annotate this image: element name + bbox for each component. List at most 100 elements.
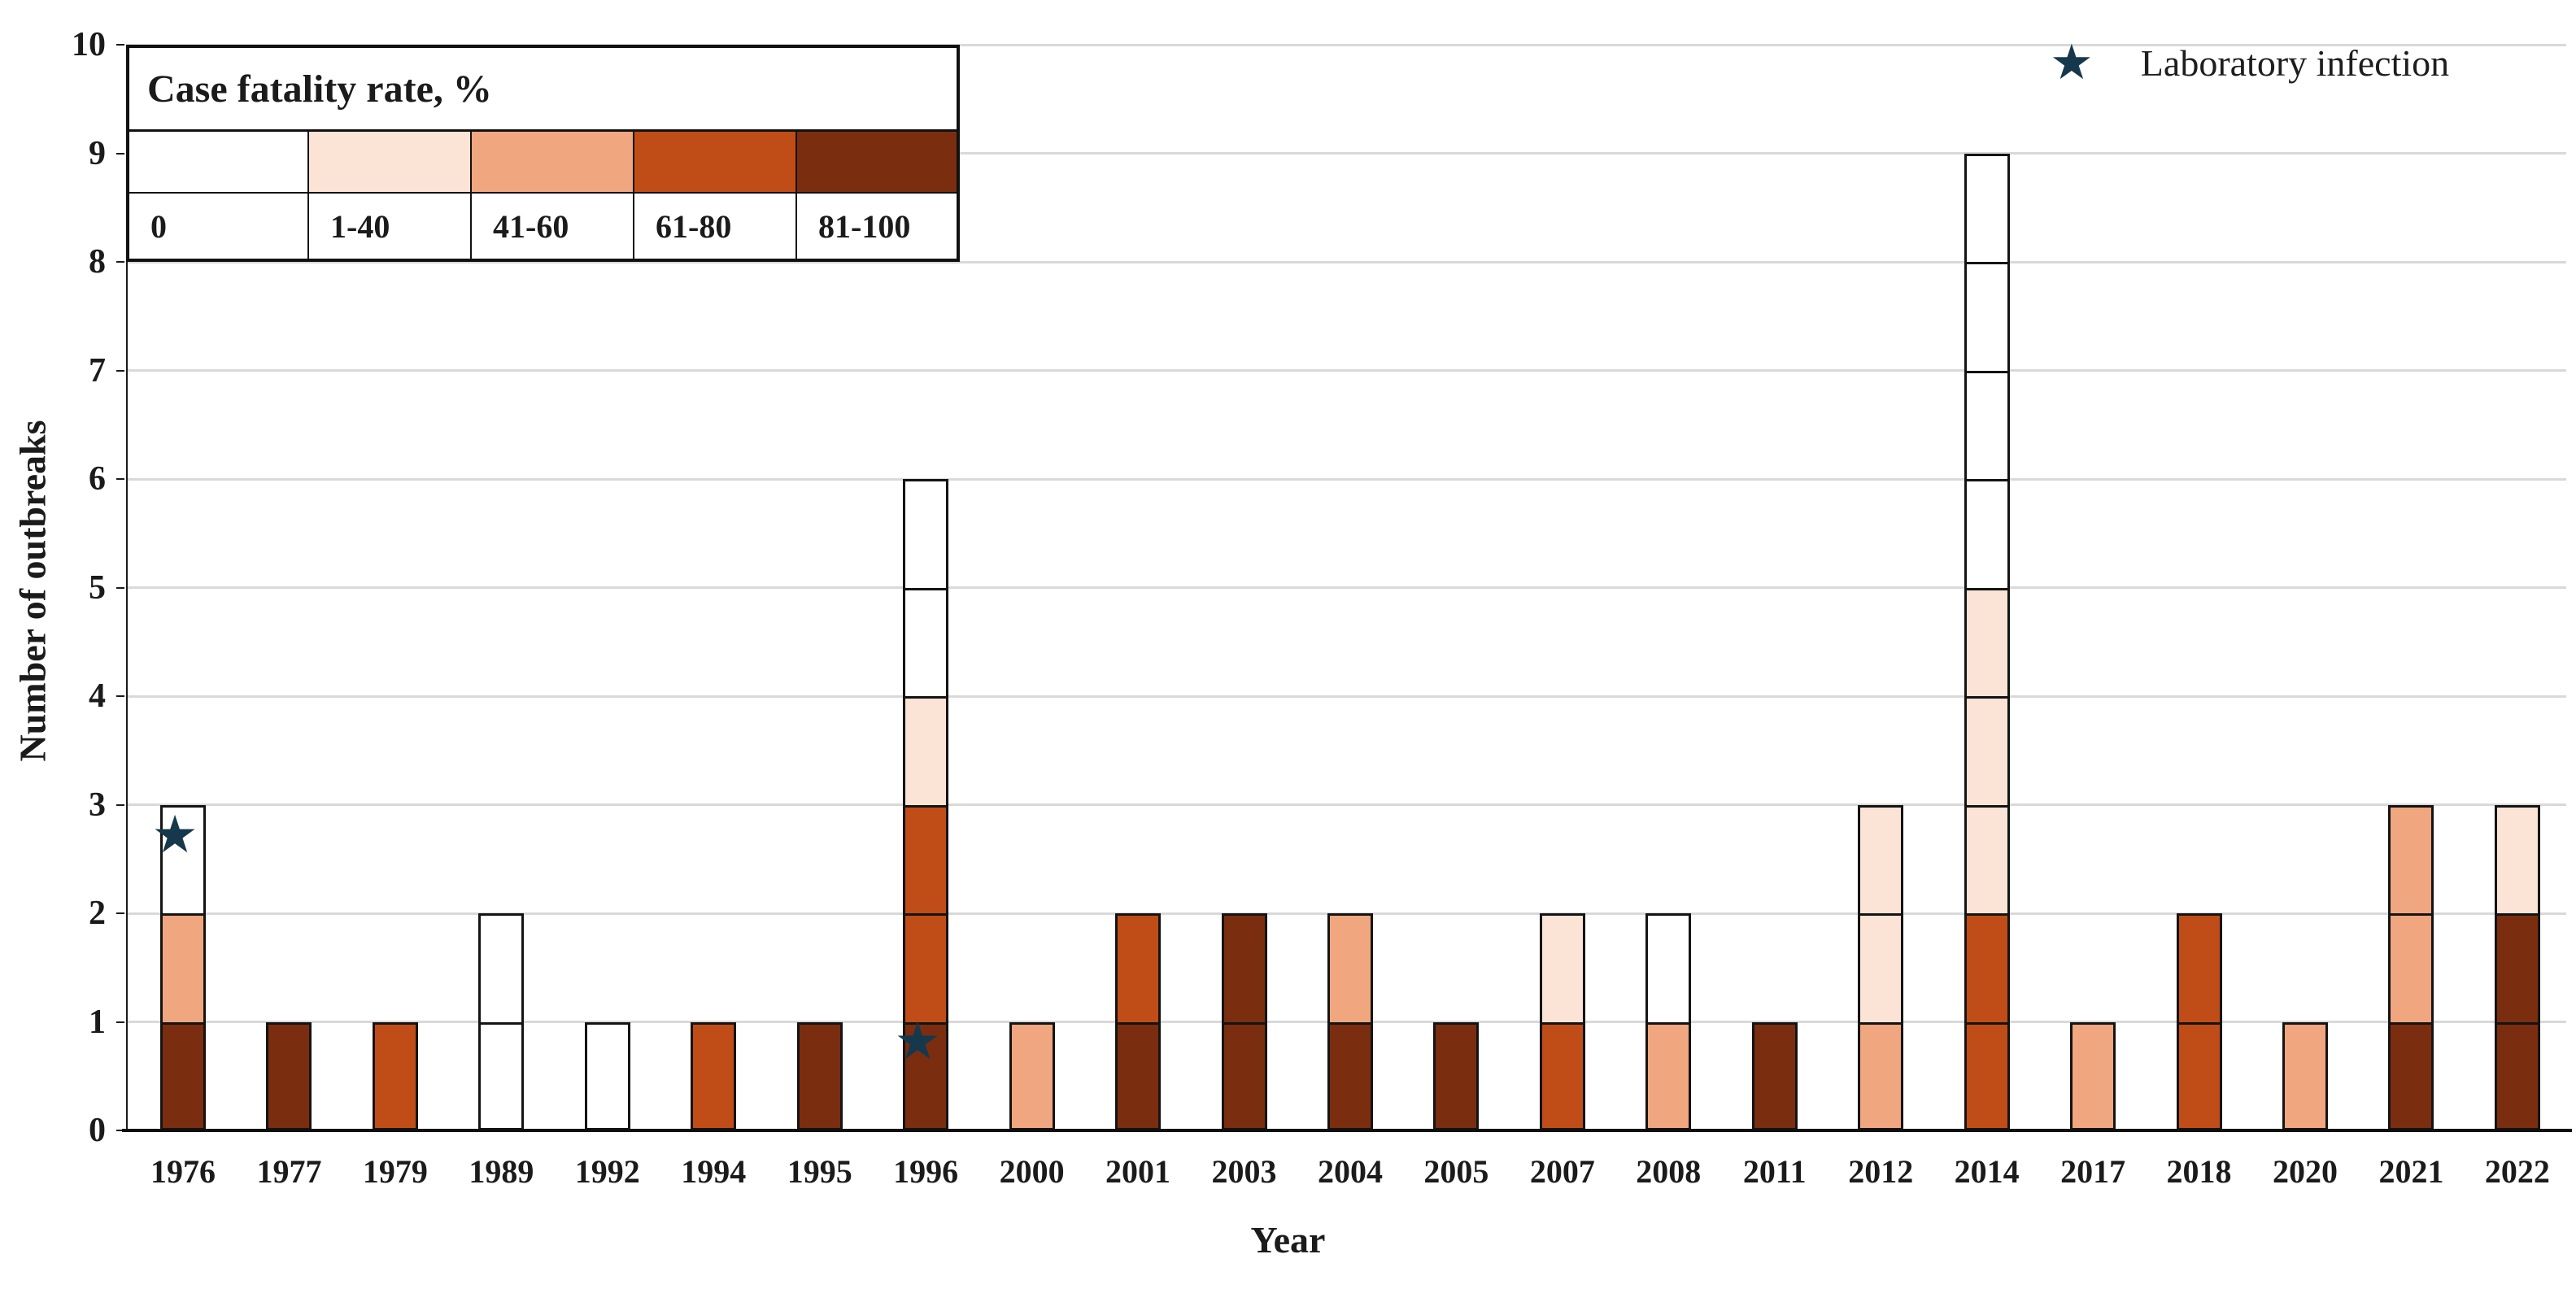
x-tick-label-2003: 2003 (1211, 1153, 1277, 1190)
bar-segment-2018-cfr-61-80 (2176, 1021, 2222, 1130)
bar-segment-2021-cfr-81-100 (2388, 1021, 2434, 1130)
x-axis-line (122, 1129, 2572, 1132)
y-axis-title: Number of outbreaks (11, 420, 54, 762)
bar-segment-2022-cfr-81-100 (2494, 1021, 2540, 1130)
bar-segment-2005-cfr-81-100 (1433, 1021, 1480, 1130)
x-tick-label-2004: 2004 (1317, 1153, 1383, 1190)
y-tick-2 (116, 912, 124, 914)
cfr-legend-table: Case fatality rate, % 0 1-40 41-60 61-80 81-… (126, 45, 960, 262)
bar-segment-1996-cfr-81-100 (903, 1021, 949, 1130)
y-tick-label-6: 6 (89, 460, 106, 498)
gridline-y8 (126, 260, 2566, 263)
bar-segment-2007-cfr-1-40 (1539, 913, 1585, 1025)
lab-infection-legend: ★ Laboratory infection (2050, 34, 2449, 91)
bar-segment-2021-cfr-41-60 (2388, 913, 2434, 1025)
bar-segment-2014-cfr-1-40 (1964, 696, 2010, 808)
x-tick-label-2000: 2000 (999, 1153, 1065, 1190)
gridline-y9 (126, 152, 2566, 155)
bar-segment-2021-cfr-41-60 (2388, 804, 2434, 916)
cfr-bin-label-81-100: 81-100 (797, 192, 957, 259)
y-axis-line (126, 45, 128, 1130)
bar-segment-1976-cfr-81-100 (160, 1021, 206, 1130)
bar-segment-2014-cfr-0 (1964, 153, 2010, 264)
x-tick-label-2018: 2018 (2166, 1153, 2232, 1190)
gridline-y3 (126, 803, 2566, 806)
cfr-swatch-1-40 (309, 132, 472, 192)
x-tick-label-1977: 1977 (256, 1153, 322, 1190)
y-tick-0 (116, 1130, 124, 1131)
x-tick-label-2008: 2008 (1636, 1153, 1702, 1190)
y-tick-3 (116, 803, 124, 806)
bar-segment-2014-cfr-61-80 (1964, 913, 2010, 1025)
bar-segment-1995-cfr-81-100 (796, 1021, 843, 1130)
cfr-legend-title: Case fatality rate, % (129, 48, 957, 132)
bar-segment-2022-cfr-1-40 (2494, 804, 2540, 916)
bar-segment-2014-cfr-61-80 (1964, 1021, 2010, 1130)
y-tick-label-5: 5 (89, 568, 106, 607)
bar-segment-2012-cfr-1-40 (1858, 804, 1904, 916)
x-tick-label-2005: 2005 (1423, 1153, 1489, 1190)
x-tick-label-2011: 2011 (1742, 1153, 1807, 1190)
lab-infection-star-1996: ★ (894, 1011, 941, 1072)
bar-segment-2000-cfr-41-60 (1009, 1021, 1055, 1130)
y-tick-5 (116, 586, 124, 589)
bar-segment-1976-cfr-0 (160, 804, 206, 916)
bar-segment-2007-cfr-61-80 (1539, 1021, 1585, 1130)
bar-segment-2001-cfr-81-100 (1115, 1021, 1162, 1130)
bar-segment-2012-cfr-1-40 (1858, 913, 1904, 1025)
y-tick-9 (116, 152, 124, 155)
cfr-swatch-0 (129, 132, 309, 192)
bar-segment-2014-cfr-0 (1964, 370, 2010, 481)
bar-segment-1996-cfr-61-80 (903, 913, 949, 1025)
bar-segment-2014-cfr-0 (1964, 262, 2010, 373)
bar-segment-2014-cfr-0 (1964, 479, 2010, 590)
x-tick-label-2020: 2020 (2273, 1153, 2338, 1190)
bar-segment-2012-cfr-41-60 (1858, 1021, 1904, 1130)
bar-segment-2001-cfr-61-80 (1115, 913, 1162, 1025)
bar-segment-1994-cfr-61-80 (691, 1021, 737, 1130)
x-tick-label-1995: 1995 (787, 1153, 852, 1190)
cfr-bin-label-1-40: 1-40 (309, 192, 472, 259)
cfr-label-row: 0 1-40 41-60 61-80 81-100 (129, 192, 957, 259)
cfr-bin-label-0: 0 (129, 192, 309, 259)
bar-segment-1992-cfr-0 (584, 1021, 630, 1130)
cfr-swatch-61-80 (634, 132, 797, 192)
x-tick-label-1989: 1989 (469, 1153, 534, 1190)
bar-segment-2008-cfr-41-60 (1645, 1021, 1692, 1130)
bar-segment-1989-cfr-0 (478, 1021, 525, 1130)
y-tick-label-1: 1 (89, 1003, 106, 1041)
y-tick-label-4: 4 (89, 677, 106, 715)
x-tick-label-2001: 2001 (1105, 1153, 1171, 1190)
gridline-y5 (126, 586, 2566, 589)
y-tick-1 (116, 1021, 124, 1023)
y-tick-label-2: 2 (89, 895, 106, 932)
y-tick-label-0: 0 (89, 1112, 106, 1149)
bar-segment-2008-cfr-0 (1645, 913, 1692, 1025)
x-tick-label-1979: 1979 (362, 1153, 428, 1190)
bar-segment-1976-cfr-41-60 (160, 913, 206, 1025)
bar-segment-2003-cfr-81-100 (1221, 1021, 1267, 1130)
y-tick-label-7: 7 (89, 351, 106, 390)
x-tick-label-1994: 1994 (681, 1153, 747, 1190)
gridline-y6 (126, 477, 2566, 481)
bar-segment-1979-cfr-61-80 (372, 1021, 418, 1130)
gridline-y10 (126, 43, 2566, 46)
x-tick-label-1976: 1976 (150, 1153, 216, 1190)
y-tick-6 (116, 478, 124, 480)
star-icon: ★ (2050, 34, 2094, 91)
y-tick-label-8: 8 (89, 243, 106, 281)
bar-segment-1996-cfr-1-40 (903, 696, 949, 808)
y-tick-8 (116, 261, 124, 263)
y-tick-4 (116, 695, 124, 697)
x-tick-label-2021: 2021 (2378, 1153, 2444, 1190)
x-axis-title: Year (1250, 1219, 1326, 1261)
x-tick-label-2007: 2007 (1529, 1153, 1595, 1190)
x-tick-label-2014: 2014 (1954, 1153, 2020, 1190)
bar-segment-1989-cfr-0 (478, 913, 525, 1025)
x-tick-label-1996: 1996 (893, 1153, 959, 1190)
bar-segment-1977-cfr-81-100 (266, 1021, 312, 1130)
bar-segment-2004-cfr-81-100 (1327, 1021, 1373, 1130)
gridline-y7 (126, 369, 2566, 372)
cfr-swatch-41-60 (472, 132, 634, 192)
